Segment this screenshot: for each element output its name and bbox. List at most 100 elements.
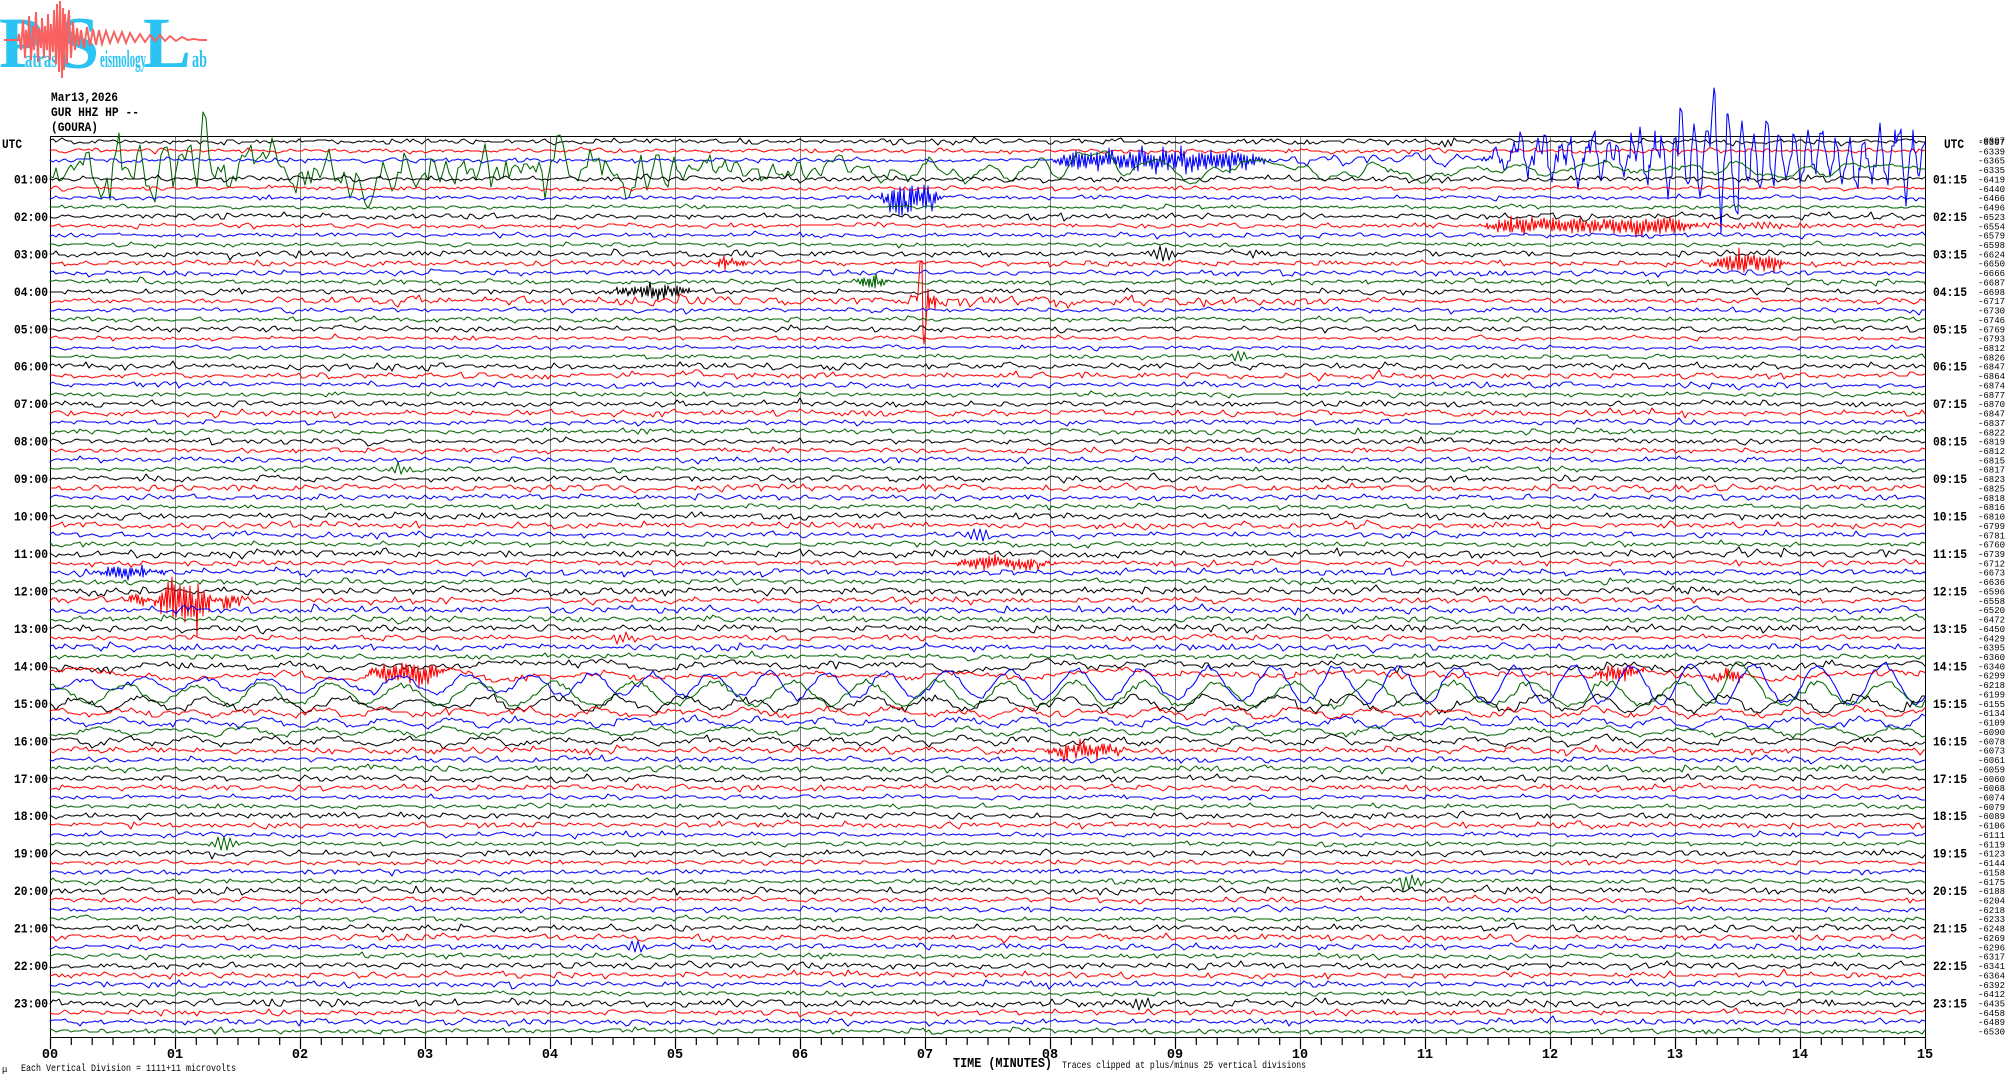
svg-text:-6059: -6059 (1978, 764, 2005, 775)
svg-text:01: 01 (167, 1048, 183, 1063)
svg-text:-6060: -6060 (1978, 774, 2005, 785)
svg-text:18:00: 18:00 (14, 809, 48, 824)
svg-text:-6458: -6458 (1978, 1008, 2005, 1019)
svg-text:06:15: 06:15 (1933, 360, 1967, 375)
svg-text:-6429: -6429 (1978, 633, 2005, 644)
svg-text:-6793: -6793 (1978, 334, 2005, 345)
svg-text:-6847: -6847 (1978, 362, 2005, 373)
svg-text:-6579: -6579 (1978, 231, 2005, 242)
svg-text:(GOURA): (GOURA) (51, 120, 98, 135)
svg-text:-6204: -6204 (1978, 896, 2005, 907)
svg-text:-6073: -6073 (1978, 746, 2005, 757)
svg-text:-6760: -6760 (1978, 540, 2005, 551)
svg-text:-6158: -6158 (1978, 867, 2005, 878)
svg-text:-6687: -6687 (1978, 278, 2005, 289)
svg-text:09:15: 09:15 (1933, 472, 1967, 487)
svg-text:15: 15 (1917, 1048, 1933, 1063)
svg-text:08:15: 08:15 (1933, 435, 1967, 450)
svg-text:12:00: 12:00 (14, 585, 48, 600)
svg-text:07:00: 07:00 (14, 397, 48, 412)
svg-text:-6090: -6090 (1978, 727, 2005, 738)
svg-text:05:15: 05:15 (1933, 322, 1967, 337)
svg-text:02: 02 (292, 1048, 308, 1063)
svg-text:12:15: 12:15 (1933, 585, 1967, 600)
svg-text:07:15: 07:15 (1933, 397, 1967, 412)
svg-text:-6837: -6837 (1978, 418, 2005, 429)
svg-text:-6450: -6450 (1978, 624, 2005, 635)
svg-text:-6218: -6218 (1978, 680, 2005, 691)
svg-text:21:00: 21:00 (14, 922, 48, 937)
svg-text:22:00: 22:00 (14, 959, 48, 974)
svg-text:-6078: -6078 (1978, 736, 2005, 747)
svg-text:-6317: -6317 (1978, 952, 2005, 963)
svg-text:-6624: -6624 (1978, 249, 2005, 260)
svg-text:-6365: -6365 (1978, 156, 2005, 167)
svg-text:10:15: 10:15 (1933, 510, 1967, 525)
svg-text:-6817: -6817 (1978, 465, 2005, 476)
svg-text:01:00: 01:00 (14, 173, 48, 188)
svg-text:-6874: -6874 (1978, 381, 2005, 392)
svg-text:-6739: -6739 (1978, 549, 2005, 560)
svg-text:-6188: -6188 (1978, 886, 2005, 897)
svg-text:-6489: -6489 (1978, 1017, 2005, 1028)
svg-text:μ: μ (2, 1065, 8, 1075)
svg-text:13:15: 13:15 (1933, 622, 1967, 637)
svg-text:04: 04 (542, 1048, 558, 1063)
svg-text:-6698: -6698 (1978, 287, 2005, 298)
svg-text:Mar13,2026: Mar13,2026 (51, 90, 118, 105)
svg-text:16:00: 16:00 (14, 734, 48, 749)
svg-text:-6812: -6812 (1978, 446, 2005, 457)
svg-text:18:15: 18:15 (1933, 809, 1967, 824)
svg-text:04:15: 04:15 (1933, 285, 1967, 300)
svg-text:02:00: 02:00 (14, 210, 48, 225)
svg-text:23:15: 23:15 (1933, 997, 1967, 1012)
svg-text:UTC: UTC (1944, 137, 1964, 152)
svg-text:-6144: -6144 (1978, 858, 2005, 869)
svg-text:-6826: -6826 (1978, 352, 2005, 363)
svg-text:-6111: -6111 (1978, 830, 2005, 841)
svg-text:Each Vertical Division = 1111+: Each Vertical Division = 1111+11 microvo… (21, 1063, 236, 1075)
svg-text:22:15: 22:15 (1933, 959, 1967, 974)
svg-text:-6199: -6199 (1978, 690, 2005, 701)
svg-text:16:15: 16:15 (1933, 734, 1967, 749)
svg-text:14: 14 (1792, 1048, 1808, 1063)
svg-text:-6666: -6666 (1978, 268, 2005, 279)
svg-text:-6175: -6175 (1978, 877, 2005, 888)
svg-text:14:00: 14:00 (14, 659, 48, 674)
svg-text:-6636: -6636 (1978, 577, 2005, 588)
svg-text:-6781: -6781 (1978, 530, 2005, 541)
svg-text:11:15: 11:15 (1933, 547, 1967, 562)
svg-text:-6554: -6554 (1978, 221, 2005, 232)
svg-text:-6335: -6335 (1978, 165, 2005, 176)
svg-text:08:00: 08:00 (14, 435, 48, 450)
svg-text:14:15: 14:15 (1933, 659, 1967, 674)
svg-text:-6812: -6812 (1978, 343, 2005, 354)
svg-text:17:00: 17:00 (14, 772, 48, 787)
svg-text:-6109: -6109 (1978, 718, 2005, 729)
svg-text:-6816: -6816 (1978, 502, 2005, 513)
svg-text:06: 06 (792, 1048, 808, 1063)
svg-text:-6818: -6818 (1978, 493, 2005, 504)
svg-text:-6339: -6339 (1978, 146, 2005, 157)
svg-text:-6269: -6269 (1978, 933, 2005, 944)
svg-text:05:00: 05:00 (14, 322, 48, 337)
svg-text:-6134: -6134 (1978, 708, 2005, 719)
svg-text:-6598: -6598 (1978, 240, 2005, 251)
svg-text:-6558: -6558 (1978, 596, 2005, 607)
svg-text:13: 13 (1667, 1048, 1683, 1063)
svg-text:17:15: 17:15 (1933, 772, 1967, 787)
svg-text:03:00: 03:00 (14, 247, 48, 262)
svg-text:-6079: -6079 (1978, 802, 2005, 813)
svg-text:-6360: -6360 (1978, 652, 2005, 663)
svg-text:-6123: -6123 (1978, 849, 2005, 860)
svg-text:-6815: -6815 (1978, 455, 2005, 466)
svg-text:-6712: -6712 (1978, 558, 2005, 569)
svg-text:-6870: -6870 (1978, 399, 2005, 410)
svg-text:-6299: -6299 (1978, 671, 2005, 682)
svg-text:-6810: -6810 (1978, 512, 2005, 523)
svg-text:19:15: 19:15 (1933, 847, 1967, 862)
svg-text:-0807: -0807 (1978, 136, 2005, 147)
svg-text:03: 03 (417, 1048, 433, 1063)
svg-text:21:15: 21:15 (1933, 922, 1967, 937)
svg-text:-6864: -6864 (1978, 371, 2005, 382)
